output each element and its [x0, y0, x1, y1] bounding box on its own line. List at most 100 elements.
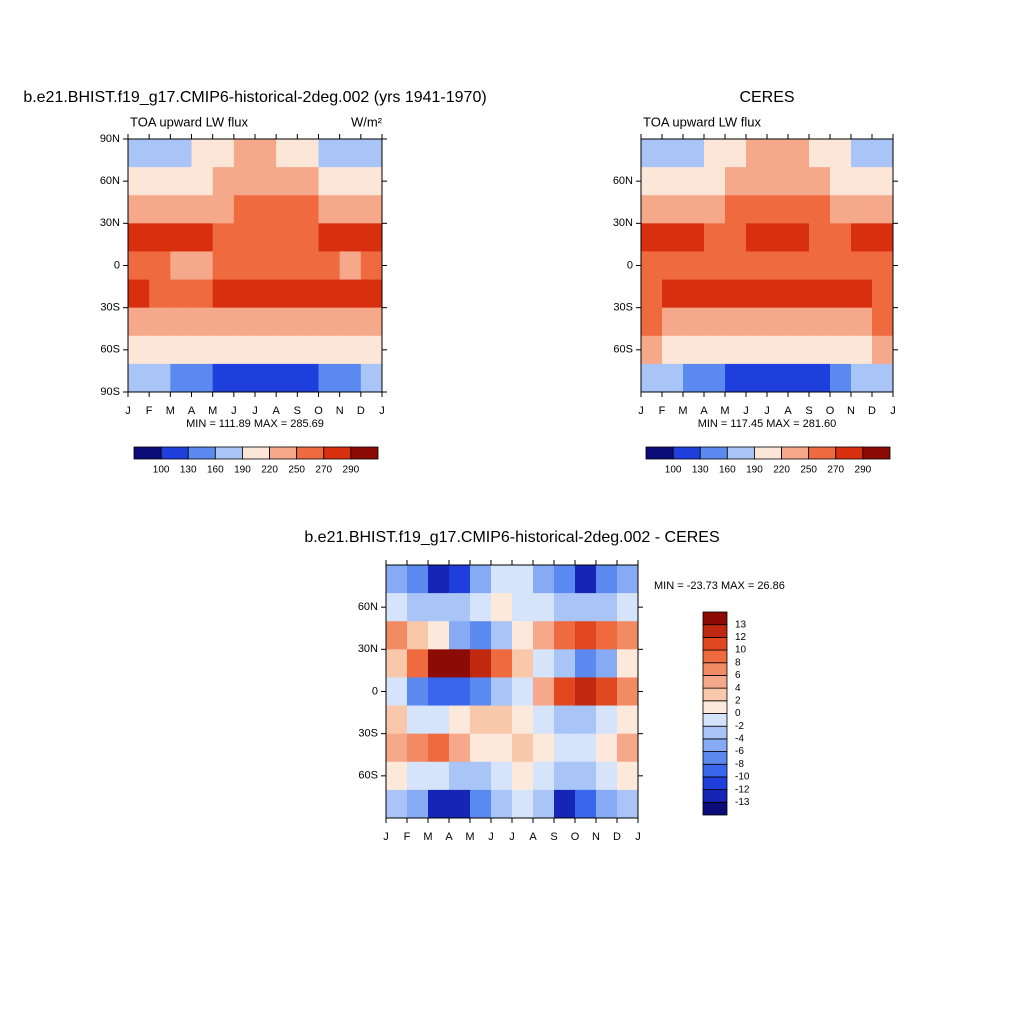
cell	[872, 251, 894, 280]
cell	[386, 593, 408, 622]
cell	[276, 251, 298, 280]
colorbar-box	[702, 636, 728, 651]
x-tick-label: F	[146, 405, 153, 417]
cell	[449, 621, 471, 650]
cell	[641, 223, 663, 252]
cell	[407, 565, 429, 594]
y-tick-label: 60N	[358, 601, 378, 613]
cell	[725, 195, 747, 224]
cell	[830, 307, 852, 337]
colorbar-box	[645, 446, 674, 460]
x-tick-label: A	[784, 405, 792, 417]
cell	[809, 167, 831, 196]
cell	[149, 363, 171, 393]
cell	[407, 761, 429, 791]
cell	[318, 307, 341, 337]
cell	[339, 363, 362, 393]
cell	[255, 167, 277, 196]
cell	[276, 363, 298, 393]
chart-title: CERES	[739, 89, 794, 106]
cell	[297, 139, 319, 168]
cell	[360, 279, 383, 309]
cell	[533, 761, 555, 791]
cell	[128, 167, 150, 196]
cell	[512, 789, 534, 819]
cell	[318, 139, 341, 168]
cell	[662, 139, 684, 168]
y-tick-label: 60S	[613, 344, 633, 356]
cell	[554, 593, 576, 622]
cell	[512, 677, 534, 706]
cell	[191, 195, 214, 224]
cell	[872, 307, 894, 337]
cell	[512, 565, 534, 594]
cell	[788, 363, 810, 393]
cell	[809, 335, 831, 365]
cell	[470, 621, 492, 650]
cell	[830, 223, 852, 252]
cell	[449, 649, 471, 678]
cell	[255, 335, 277, 365]
cell	[662, 195, 684, 224]
cell	[470, 705, 492, 735]
cell	[533, 677, 555, 706]
cell	[788, 195, 810, 224]
cell	[407, 789, 429, 819]
cell	[170, 279, 192, 309]
x-tick-label: S	[805, 405, 812, 417]
cell	[596, 565, 618, 594]
cell	[767, 363, 789, 393]
colorbar-label: 270	[827, 465, 844, 476]
colorbar-label: 160	[719, 465, 736, 476]
colorbar-label: 220	[261, 465, 278, 476]
units: W/m²	[351, 114, 383, 129]
x-tick-label: N	[847, 405, 855, 417]
cell	[746, 223, 768, 252]
cell	[617, 761, 639, 791]
cell	[428, 761, 450, 791]
x-tick-label: D	[357, 405, 365, 417]
cell	[170, 223, 192, 252]
colorbar-label: 0	[735, 708, 741, 719]
cell	[788, 335, 810, 365]
cell	[360, 139, 383, 168]
cell	[339, 195, 362, 224]
cell	[872, 195, 894, 224]
cell	[318, 195, 341, 224]
cell	[212, 307, 235, 337]
cell	[407, 649, 429, 678]
cell	[575, 593, 597, 622]
cell	[360, 363, 383, 393]
cell	[386, 677, 408, 706]
colorbar-label: 130	[692, 465, 709, 476]
colorbar-label: 220	[773, 465, 790, 476]
y-tick-label: 60S	[100, 344, 120, 356]
cell	[449, 733, 471, 763]
cell	[386, 761, 408, 791]
cell	[386, 621, 408, 650]
colorbar-box	[702, 700, 728, 714]
cell	[449, 565, 471, 594]
colorbar-box	[350, 446, 379, 460]
colorbar-box	[702, 611, 728, 626]
colorbar-box	[702, 649, 728, 664]
cell	[554, 565, 576, 594]
cell	[575, 761, 597, 791]
cell	[662, 363, 684, 393]
cell	[170, 167, 192, 196]
cell	[533, 621, 555, 650]
colorbar-box	[702, 776, 728, 791]
x-tick-label: A	[272, 405, 280, 417]
cell	[830, 167, 852, 196]
cell	[872, 279, 894, 309]
colorbar-box	[702, 738, 728, 752]
colorbar-box	[672, 446, 701, 460]
cell	[428, 593, 450, 622]
colorbar-box	[702, 662, 728, 676]
cell	[767, 251, 789, 280]
cell	[533, 733, 555, 763]
colorbar-box	[835, 446, 864, 460]
cell	[407, 621, 429, 650]
x-tick-label: J	[764, 405, 770, 417]
cell	[617, 789, 639, 819]
